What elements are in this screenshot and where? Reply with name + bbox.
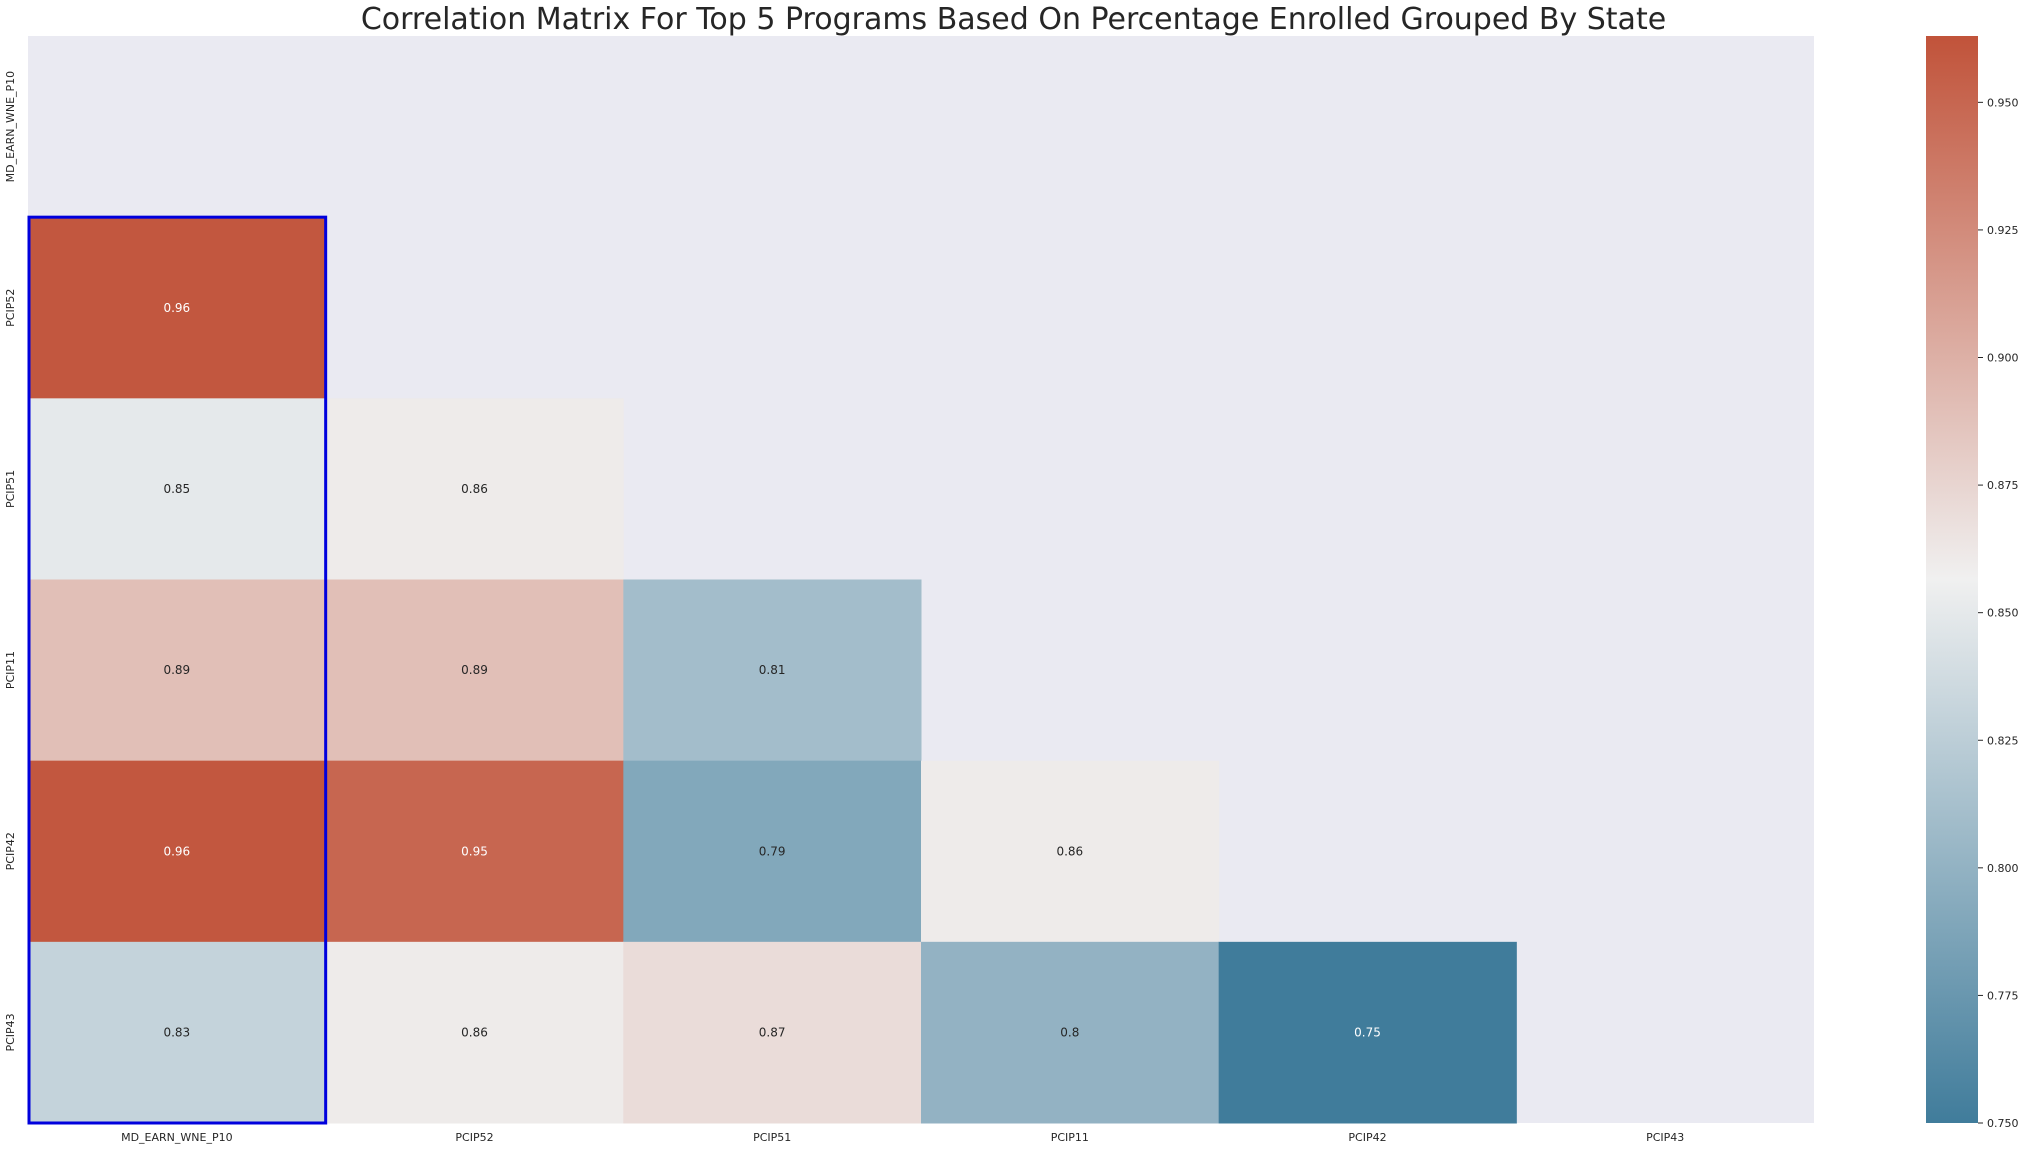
heatmap-cell (921, 760, 1220, 943)
heatmap-cell (1218, 941, 1517, 1124)
heatmap-cell (325, 941, 624, 1124)
y-tick-label: PCIP11 (4, 651, 17, 689)
colorbar-tick-label: 0.900 (1987, 352, 2019, 365)
colorbar-tick-label: 0.925 (1987, 224, 2019, 237)
cell-value-label: 0.87 (759, 1025, 786, 1039)
highlight-column-outline (27, 215, 328, 1125)
y-tick-label: PCIP52 (4, 289, 17, 327)
cell-value-label: 0.79 (759, 844, 786, 858)
x-tick-label: PCIP11 (1051, 1131, 1089, 1144)
colorbar-tick-label: 0.750 (1987, 1117, 2019, 1130)
cell-value-label: 0.86 (461, 1025, 488, 1039)
heatmap-cell (28, 398, 327, 580)
y-tick-label: PCIP51 (4, 470, 17, 508)
cell-value-label: 0.86 (1056, 844, 1083, 858)
heatmap-cell (325, 398, 624, 580)
cell-value-label: 0.86 (461, 482, 488, 496)
heatmap-cell (28, 579, 327, 762)
heatmap-cell (921, 941, 1220, 1124)
colorbar-tick-label: 0.850 (1987, 607, 2019, 620)
cell-value-label: 0.96 (163, 844, 190, 858)
heatmap-cell (623, 941, 922, 1124)
heatmap-cell (28, 941, 327, 1124)
cell-value-label: 0.96 (163, 301, 190, 315)
cell-value-label: 0.83 (163, 1025, 190, 1039)
colorbar-tick-label: 0.950 (1987, 96, 2019, 109)
y-tick-label: PCIP42 (4, 832, 17, 870)
heatmap-cell (28, 760, 327, 943)
cell-value-label: 0.8 (1060, 1025, 1079, 1039)
cell-value-label: 0.95 (461, 844, 488, 858)
colorbar-tick-label: 0.800 (1987, 862, 2019, 875)
x-tick-label: PCIP42 (1348, 1131, 1386, 1144)
cell-value-label: 0.81 (759, 663, 786, 677)
cell-value-label: 0.89 (461, 663, 488, 677)
heatmap-cell (325, 760, 624, 943)
colorbar-tick-label: 0.875 (1987, 479, 2019, 492)
heatmap-cell (623, 579, 922, 762)
heatmap-cell (28, 217, 327, 399)
cell-value-label: 0.75 (1354, 1025, 1381, 1039)
x-tick-label: PCIP43 (1646, 1131, 1684, 1144)
y-tick-label: PCIP43 (4, 1013, 17, 1051)
heatmap-cell (623, 760, 922, 943)
heatmap-cell (325, 579, 624, 762)
chart-title: Correlation Matrix For Top 5 Programs Ba… (360, 2, 1667, 37)
colorbar-tick-label: 0.825 (1987, 734, 2019, 747)
x-tick-label: PCIP51 (753, 1131, 791, 1144)
cell-value-label: 0.89 (163, 663, 190, 677)
y-tick-label: MD_EARN_WNE_P10 (4, 71, 17, 183)
x-tick-label: PCIP52 (455, 1131, 493, 1144)
colorbar-tick-label: 0.775 (1987, 989, 2019, 1002)
colorbar (1926, 36, 1978, 1123)
cell-value-label: 0.85 (163, 482, 190, 496)
x-tick-label: MD_EARN_WNE_P10 (121, 1131, 233, 1144)
